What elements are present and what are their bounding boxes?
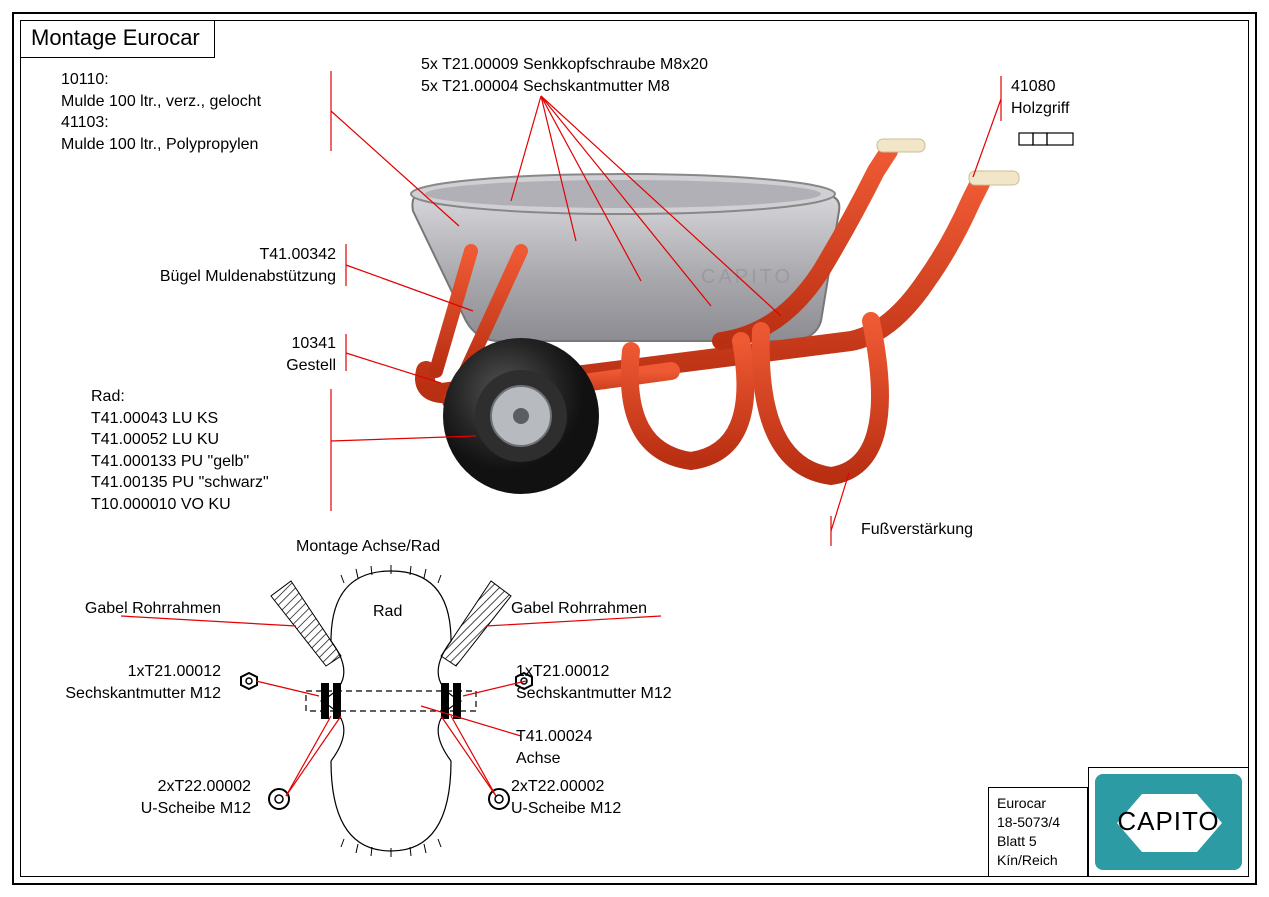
inner-frame: Montage Eurocar (20, 20, 1249, 877)
rad-line1: T41.00043 LU KS (91, 408, 269, 430)
rad-line3: T41.000133 PU "gelb" (91, 451, 269, 473)
buegel-line0: T41.00342 (121, 244, 336, 266)
nut-left-0: 1xT21.00012 (41, 661, 221, 683)
outer-frame: Montage Eurocar (12, 12, 1257, 885)
schrauben-line1: 5x T21.00004 Sechskantmutter M8 (421, 76, 708, 98)
schrauben-line0: 5x T21.00009 Senkkopfschraube M8x20 (421, 54, 708, 76)
nut-right-1: Sechskantmutter M12 (516, 683, 672, 705)
callout-fussverstaerkung: Fußverstärkung (861, 519, 973, 541)
info-3: Kín/Reich (997, 851, 1079, 870)
callout-buegel: T41.00342 Bügel Muldenabstützung (121, 244, 336, 287)
gestell-line1: Gestell (216, 355, 336, 377)
info-0: Eurocar (997, 794, 1079, 813)
rad-line2: T41.00052 LU KU (91, 429, 269, 451)
rad-line4: T41.00135 PU "schwarz" (91, 472, 269, 494)
holzgriff-icon (1019, 133, 1073, 145)
logo-text: CAPITO (1089, 806, 1248, 837)
achse-1: Achse (516, 748, 593, 770)
mulde-line1: Mulde 100 ltr., verz., gelocht (61, 91, 261, 113)
axle-nut-right: 1xT21.00012 Sechskantmutter M12 (516, 661, 672, 704)
callout-holzgriff: 41080 Holzgriff (1011, 76, 1069, 119)
wheelbarrow-illustration: CAPITO (411, 139, 1019, 494)
holzgriff-line0: 41080 (1011, 76, 1069, 98)
washer-right-0: 2xT22.00002 (511, 776, 621, 798)
washer-left-1: U-Scheibe M12 (91, 798, 251, 820)
washer-left-0: 2xT22.00002 (91, 776, 251, 798)
titleblock-info: Eurocar 18-5073/4 Blatt 5 Kín/Reich (988, 787, 1088, 877)
buegel-line1: Bügel Muldenabstützung (121, 266, 336, 288)
axle-washer-right: 2xT22.00002 U-Scheibe M12 (511, 776, 621, 819)
gestell-line0: 10341 (216, 333, 336, 355)
callout-mulde: 10110: Mulde 100 ltr., verz., gelocht 41… (61, 69, 261, 155)
washer-right-1: U-Scheibe M12 (511, 798, 621, 820)
axle-nut-left: 1xT21.00012 Sechskantmutter M12 (41, 661, 221, 704)
callout-schrauben: 5x T21.00009 Senkkopfschraube M8x20 5x T… (421, 54, 708, 97)
mulde-line0: 10110: (61, 69, 261, 91)
info-2: Blatt 5 (997, 832, 1079, 851)
axle-rad-label: Rad (373, 601, 402, 623)
axle-washer-left: 2xT22.00002 U-Scheibe M12 (91, 776, 251, 819)
axle-gabel-right: Gabel Rohrrahmen (511, 598, 647, 620)
rad-line5: T10.000010 VO KU (91, 494, 269, 516)
info-1: 18-5073/4 (997, 813, 1079, 832)
callout-gestell: 10341 Gestell (216, 333, 336, 376)
axle-title: Montage Achse/Rad (296, 536, 440, 558)
nut-left-1: Sechskantmutter M12 (41, 683, 221, 705)
callout-rad: Rad: T41.00043 LU KS T41.00052 LU KU T41… (91, 386, 269, 516)
mulde-line2: 41103: (61, 112, 261, 134)
holzgriff-line1: Holzgriff (1011, 98, 1069, 120)
rad-line0: Rad: (91, 386, 269, 408)
mulde-line3: Mulde 100 ltr., Polypropylen (61, 134, 261, 156)
achse-0: T41.00024 (516, 726, 593, 748)
titleblock-logo: CAPITO (1088, 767, 1249, 877)
axle-achse: T41.00024 Achse (516, 726, 593, 769)
axle-gabel-left: Gabel Rohrrahmen (61, 598, 221, 620)
nut-right-0: 1xT21.00012 (516, 661, 672, 683)
